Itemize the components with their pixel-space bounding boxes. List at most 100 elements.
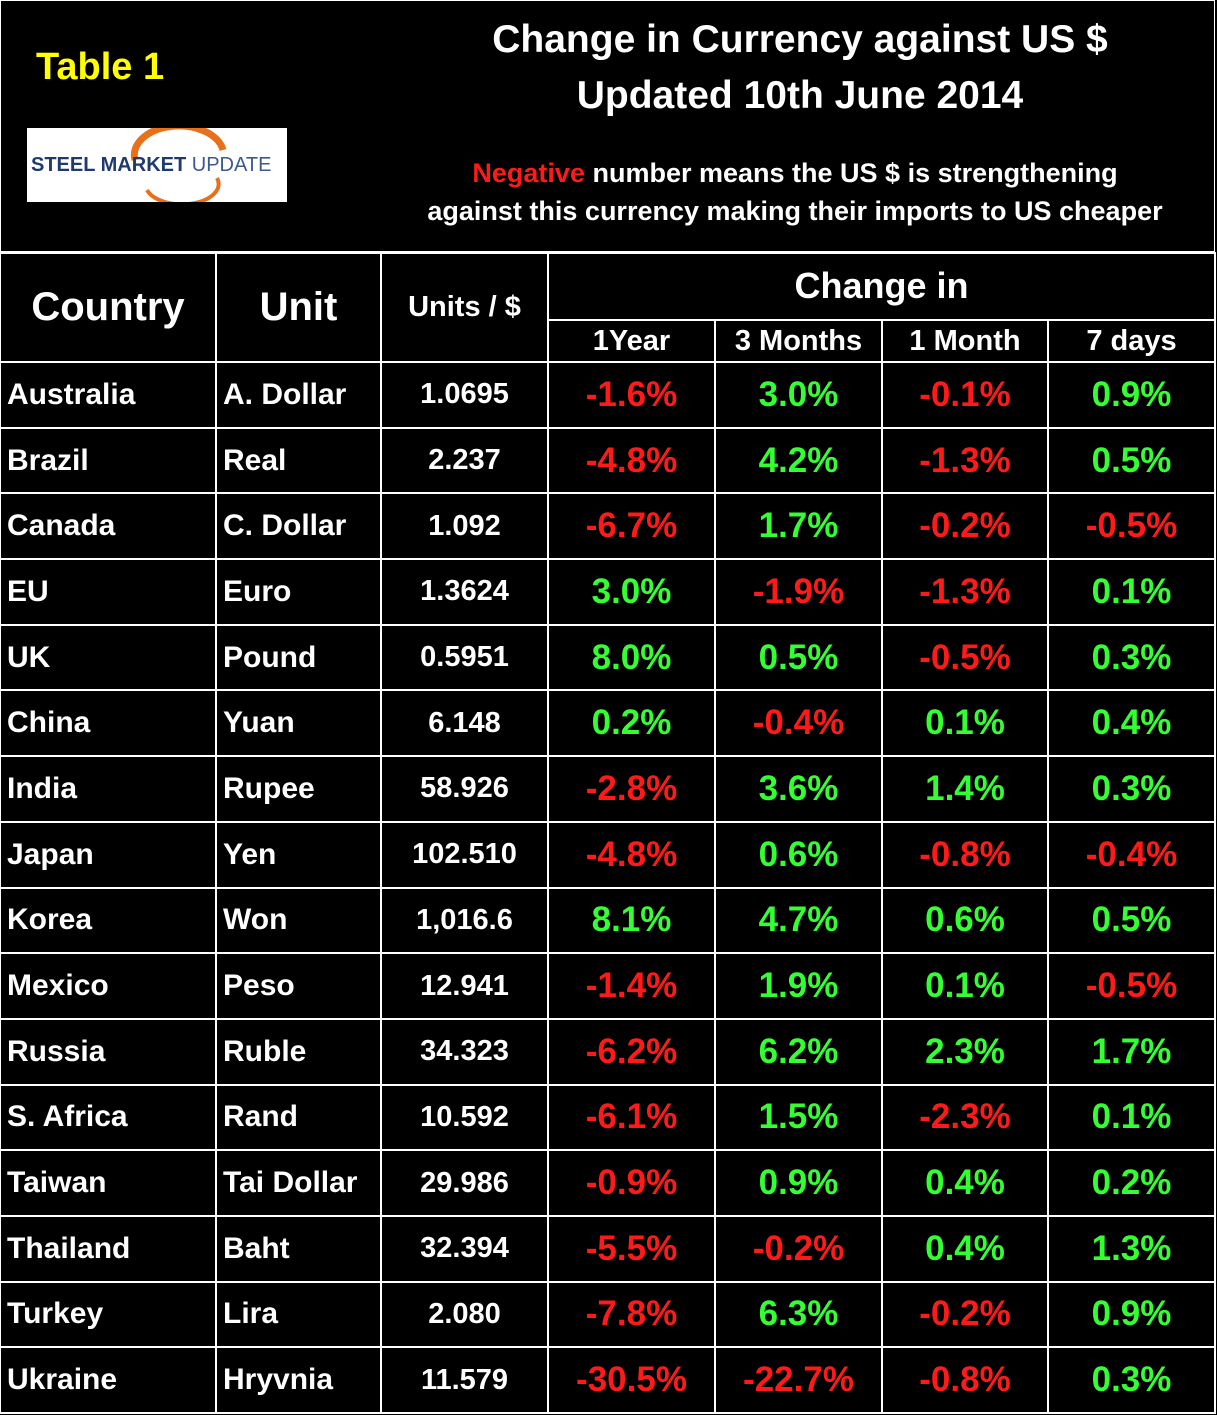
country-cell: Mexico bbox=[7, 969, 109, 1003]
change-cell: -4.8% bbox=[585, 834, 678, 874]
rate-cell: 12.941 bbox=[420, 969, 509, 1002]
change-cell: -6.7% bbox=[585, 506, 678, 546]
note-text: against this currency making their impor… bbox=[427, 196, 1163, 226]
note-highlight: Negative bbox=[472, 158, 585, 188]
country-cell: Russia bbox=[7, 1034, 106, 1068]
grid-line bbox=[0, 886, 1216, 889]
grid-line bbox=[1047, 320, 1049, 1413]
change-cell: 1.7% bbox=[1091, 1031, 1172, 1071]
change-cell: -0.5% bbox=[919, 637, 1011, 677]
header-frame bbox=[0, 0, 1215, 252]
change-cell: -0.2% bbox=[919, 1294, 1011, 1334]
country-cell: S. Africa bbox=[7, 1100, 128, 1134]
rate-cell: 102.510 bbox=[412, 838, 517, 871]
country-cell: UK bbox=[7, 640, 51, 674]
grid-line bbox=[0, 426, 1216, 429]
change-cell: -0.4% bbox=[1085, 834, 1178, 874]
country-cell: Brazil bbox=[7, 443, 89, 477]
change-cell: 1.5% bbox=[758, 1097, 839, 1137]
unit-cell: Real bbox=[223, 443, 287, 477]
unit-cell: Rupee bbox=[223, 771, 315, 805]
grid-line bbox=[0, 252, 1216, 254]
grid-line bbox=[0, 755, 1216, 758]
change-cell: -30.5% bbox=[576, 1360, 687, 1400]
change-cell: 0.9% bbox=[1091, 1294, 1172, 1334]
grid-line bbox=[881, 320, 883, 1413]
change-cell: -0.5% bbox=[1085, 506, 1178, 546]
grid-line bbox=[380, 252, 382, 1413]
change-cell: -1.3% bbox=[919, 440, 1011, 480]
country-cell: Turkey bbox=[7, 1297, 104, 1331]
change-cell: 0.3% bbox=[1091, 637, 1172, 677]
country-cell: Korea bbox=[7, 903, 93, 937]
rate-cell: 0.5951 bbox=[420, 641, 509, 674]
unit-cell: A. Dollar bbox=[223, 377, 347, 411]
change-cell: -2.3% bbox=[919, 1097, 1011, 1137]
change-cell: -4.8% bbox=[585, 440, 678, 480]
change-cell: 6.3% bbox=[758, 1294, 839, 1334]
grid-line bbox=[0, 1412, 1216, 1414]
change-cell: -2.8% bbox=[585, 768, 678, 808]
unit-cell: Tai Dollar bbox=[223, 1166, 358, 1200]
change-cell: -22.7% bbox=[743, 1360, 854, 1400]
change-cell: 0.4% bbox=[925, 1228, 1005, 1268]
change-cell: 0.6% bbox=[925, 900, 1005, 940]
column-header: Country bbox=[31, 284, 185, 329]
change-cell: 6.2% bbox=[758, 1031, 839, 1071]
unit-cell: Lira bbox=[223, 1297, 279, 1331]
change-cell: -0.5% bbox=[1085, 966, 1178, 1006]
column-header: Units / $ bbox=[408, 290, 521, 323]
change-cell: 0.1% bbox=[1091, 571, 1172, 611]
grid-line bbox=[548, 319, 1216, 321]
grid-line bbox=[0, 952, 1216, 955]
unit-cell: Rand bbox=[223, 1100, 298, 1134]
unit-cell: Baht bbox=[223, 1231, 290, 1265]
grid-line bbox=[0, 689, 1216, 692]
country-cell: China bbox=[7, 706, 91, 740]
country-cell: Taiwan bbox=[7, 1166, 107, 1200]
grid-line bbox=[0, 558, 1216, 561]
column-header: 3 Months bbox=[734, 324, 863, 357]
change-cell: -0.2% bbox=[752, 1228, 845, 1268]
change-cell: -0.8% bbox=[919, 1360, 1011, 1400]
grid-line bbox=[0, 492, 1216, 495]
currency-table: Country Unit Units / $ Change in 1Year 3 Mont… bbox=[0, 252, 1217, 1415]
unit-cell: Yuan bbox=[223, 706, 295, 740]
change-cell: 8.0% bbox=[591, 637, 672, 677]
rate-cell: 58.926 bbox=[420, 772, 509, 805]
country-cell: Canada bbox=[7, 509, 116, 543]
country-cell: Japan bbox=[7, 837, 94, 871]
unit-cell: Pound bbox=[223, 640, 317, 674]
grid-line bbox=[215, 252, 217, 1413]
change-cell: -0.9% bbox=[585, 1163, 678, 1203]
logo-swoosh bbox=[130, 128, 227, 202]
grid-line bbox=[0, 1149, 1216, 1152]
logo-text: STEEL MARKET bbox=[31, 154, 187, 176]
change-cell: 4.2% bbox=[758, 440, 839, 480]
grid-line bbox=[0, 623, 1216, 626]
grid-line bbox=[1214, 252, 1216, 1413]
unit-cell: Hryvnia bbox=[223, 1363, 334, 1397]
change-cell: -7.8% bbox=[585, 1294, 678, 1334]
rate-cell: 34.323 bbox=[420, 1035, 509, 1068]
unit-cell: C. Dollar bbox=[223, 509, 347, 543]
change-cell: 3.6% bbox=[758, 768, 839, 808]
unit-cell: Euro bbox=[223, 574, 292, 608]
country-cell: Thailand bbox=[7, 1231, 131, 1265]
change-cell: 0.1% bbox=[925, 703, 1005, 743]
change-cell: 0.2% bbox=[591, 703, 672, 743]
change-cell: -0.1% bbox=[919, 374, 1011, 414]
grid-line bbox=[0, 361, 1216, 363]
change-cell: 0.3% bbox=[1091, 768, 1172, 808]
rate-cell: 29.986 bbox=[420, 1166, 509, 1199]
change-cell: 0.1% bbox=[1091, 1097, 1172, 1137]
change-cell: 0.5% bbox=[1091, 440, 1172, 480]
grid-line bbox=[0, 820, 1216, 823]
table-label: Table 1 bbox=[36, 46, 165, 88]
rate-cell: 1.3624 bbox=[420, 575, 509, 608]
change-cell: -0.4% bbox=[752, 703, 845, 743]
change-cell: 4.7% bbox=[758, 900, 839, 940]
column-group-header: Change in bbox=[794, 265, 969, 306]
change-cell: -6.2% bbox=[585, 1031, 678, 1071]
